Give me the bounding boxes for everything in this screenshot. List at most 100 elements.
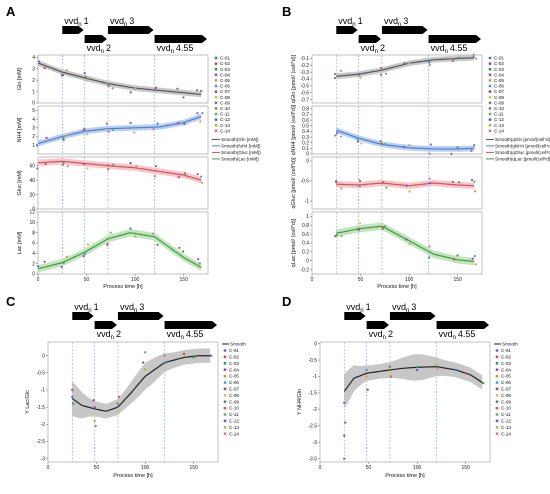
chart-b-sub4-confidence-band [336,222,475,266]
chart-d-arrow-label: vvdn 4.55 [439,329,476,341]
chart-c-arrow [117,312,164,320]
chart-c-xtick-label: 0 [47,465,50,471]
chart-a-sub2-data-point [64,134,67,137]
chart-a-sub2-ylabel: NH4 [mM] [17,117,23,142]
chart-a-arrow-num: 1 [84,16,89,26]
chart-c-ytick-label: -2.5 [36,439,45,445]
chart-b-sub3-data-point [385,186,388,189]
chart-b-sub2-data-point [380,142,383,145]
chart-a-sub3-data-point [44,162,47,166]
chart-b-legend-label: C-08 [494,95,504,100]
chart-a-legend-marker [214,67,218,71]
chart-a-legend-smooth-label: Smooth(Gluc [mM]) [221,150,261,155]
chart-c-arrow [94,321,117,329]
chart-b-sub4-ytick-label: 0.2 [302,250,309,256]
chart-c-arrow-num: 3 [139,302,144,312]
chart-a-sub2-data-point [152,128,155,131]
chart-d-legend-label: C-03 [501,361,511,366]
chart-b-arrow-sub: n [352,22,355,28]
chart-b-legend-label: C-02 [494,61,504,66]
chart-b-sub2-data-point [430,143,433,146]
chart-d-xtick-label: 150 [462,465,471,471]
chart-b-legend-label: C-07 [494,89,504,94]
chart-c-legend-marker [223,425,227,429]
chart-b-sub2-data-point [456,146,459,149]
chart-d-legend-label: C-05 [501,374,511,379]
chart-b-sub3-data-point [473,190,477,193]
chart-a-sub3-data-point [112,163,115,166]
chart-a-legend-label: C-03 [220,67,230,72]
chart-d-ylabel: Y NH4/Gln [297,389,303,415]
chart-c-arrow-num: 2 [116,329,121,339]
chart-b-sub2-data-point [473,143,476,147]
chart-d-legend-label: C-02 [501,355,511,360]
chart-b-legend-label: C-05 [494,78,504,83]
chart-d-legend-marker [495,425,499,429]
chart-c-legend-marker [223,406,227,410]
chart-a-arrow-num: 3 [129,16,134,26]
chart-d-arrow [436,321,489,329]
chart-c-legend-marker [223,349,227,352]
chart-a-sub1-smooth-line [37,62,202,96]
chart-a-sub4-ytick-label: 2 [32,261,35,267]
chart-b-sub4-ytick-label: 0 [306,258,309,264]
chart-a-legend-label: C-11 [220,112,230,117]
chart-d-confidence-band [344,354,483,409]
chart-b-legend-marker [488,112,492,116]
chart-d-data-point [366,388,369,391]
chart-b-sub3-data-point [340,187,343,190]
chart-d-legend-label: C-09 [501,399,511,404]
chart-a-legend-label: C-07 [220,89,230,94]
chart-a-sub3-data-point [66,165,69,168]
chart-b-sub1-data-point [334,72,337,76]
chart-b-sub4-data-point [383,224,387,228]
chart-a-sub2-data-point [156,122,159,125]
chart-b-arrow-num: 4.55 [450,43,468,53]
chart-a-sub1-data-point [84,75,87,78]
chart-c-legend-marker [223,400,227,404]
panel-label-d: D [282,294,291,309]
chart-d-legend-marker [495,406,499,410]
chart-d-arrow-sub: n [453,335,456,341]
chart-a-arrow-num: 2 [106,43,111,53]
panel-label-b: B [282,4,291,19]
chart-b-sub3-data-point [405,184,408,187]
chart-b-legend-marker [488,118,492,121]
chart-a-legend-label: C-10 [220,106,230,111]
chart-a-legend-label: C-01 [220,56,230,61]
chart-b-sub2-data-point [450,152,453,156]
chart-b-legend-marker [488,73,492,77]
chart-a-legend-label: C-08 [220,95,230,100]
chart-b-sub3-data-point [473,180,476,183]
chart-d-arrow-label: vvdn 2 [369,329,393,341]
chart-a-sub4-data-point [106,242,109,245]
chart-b-sub4-xtick-label: 150 [454,277,463,283]
chart-c-legend-marker [223,387,227,391]
chart-a-sub1-data-point [155,86,158,89]
chart-b-sub2-data-point [356,140,360,143]
chart-a-sub3-ylabel: Gluc [mM] [17,170,23,196]
chart-c-legend-marker [223,368,227,372]
chart-b-sub1-ytick-label: -0.1 [300,56,309,62]
chart-d-xtick-label: 100 [413,465,422,471]
chart-a-sub2-data-point [105,122,109,125]
chart-b-sub4-ylabel: qLac [pmol/ (cell*d)] [291,218,297,267]
chart-a-sub4-data-point [86,243,90,246]
chart-c-legend-marker [223,413,227,416]
chart-a-sub1-data-point [176,87,179,90]
chart-a-sub4-xtick-label: 0 [37,277,40,283]
chart-c-xlabel: Process time [h] [113,473,153,479]
chart-a-sub4-data-point [43,260,46,263]
chart-b-sub3-data-point [335,180,338,183]
chart-a-sub3-confidence-band [38,158,202,184]
chart-b-legend-label: C-14 [494,128,504,133]
chart-c-legend-marker [223,374,227,378]
chart-c-legend-label: C-01 [229,348,239,353]
chart-c-legend-label: C-06 [229,380,239,385]
chart-a-legend-marker [214,73,218,77]
chart-b-sub2-ytick-label: 0.5 [302,123,309,129]
chart-a-sub3-data-point [153,175,156,178]
chart-b-sub2-ylabel: qNH4 [pmol/ (cell*d)] [291,104,297,155]
chart-b-sub4-data-point [408,243,412,246]
chart-a-sub3-data-point [196,173,199,176]
